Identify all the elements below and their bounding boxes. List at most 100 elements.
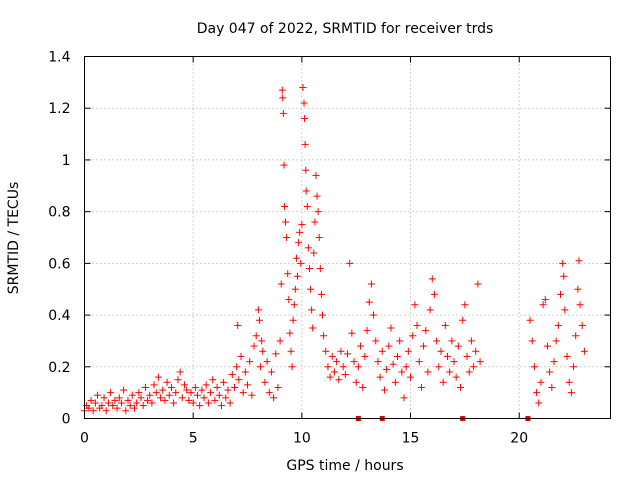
data-point [316, 265, 324, 273]
data-point [104, 399, 112, 407]
data-point [198, 386, 206, 394]
data-point [284, 270, 292, 278]
data-point [383, 365, 391, 373]
y-tick-label: 1.2 [48, 101, 70, 117]
data-point [476, 358, 484, 366]
x-tick-label: 20 [510, 431, 528, 447]
data-point [265, 389, 273, 397]
data-point [415, 358, 423, 366]
data-point [246, 358, 254, 366]
y-tick-label: 1.4 [48, 50, 70, 66]
data-point [430, 290, 438, 298]
data-point [174, 376, 182, 384]
data-point [328, 352, 336, 360]
x-tick-label: 15 [402, 431, 420, 447]
axis-ticks [84, 56, 611, 419]
data-point [137, 394, 145, 402]
data-point [561, 306, 569, 314]
data-point [317, 290, 325, 298]
data-point [391, 378, 399, 386]
data-point [292, 254, 300, 262]
data-point [126, 402, 134, 410]
data-point [339, 363, 347, 371]
data-point [91, 399, 99, 407]
data-point [209, 376, 217, 384]
data-point [346, 259, 354, 267]
data-point [278, 86, 286, 94]
data-point [122, 407, 130, 415]
data-point [279, 94, 287, 102]
data-point [437, 347, 445, 355]
data-point [557, 290, 565, 298]
data-point [313, 192, 321, 200]
data-point [417, 383, 425, 391]
data-point [314, 208, 322, 216]
data-point [102, 407, 110, 415]
data-point [187, 389, 195, 397]
data-point [454, 342, 462, 350]
data-point [107, 389, 115, 397]
data-point [85, 404, 93, 412]
data-point [87, 396, 95, 404]
data-point [554, 321, 562, 329]
data-point [259, 347, 267, 355]
data-point [172, 389, 180, 397]
data-point [276, 337, 284, 345]
data-point [163, 378, 171, 386]
data-point [330, 368, 338, 376]
data-point [178, 394, 186, 402]
data-point [420, 342, 428, 350]
data-point [183, 386, 191, 394]
data-point [308, 306, 316, 314]
data-point [535, 399, 543, 407]
data-point [426, 306, 434, 314]
data-point [560, 272, 568, 280]
data-point [130, 404, 138, 412]
data-point [393, 352, 401, 360]
data-point [354, 363, 362, 371]
data-point [402, 363, 410, 371]
data-point [546, 368, 554, 376]
data-point [211, 396, 219, 404]
data-point [189, 399, 197, 407]
data-point [563, 352, 571, 360]
data-point [272, 350, 280, 358]
y-tick-label: 0.2 [48, 360, 70, 376]
data-point [152, 389, 160, 397]
data-point [150, 381, 158, 389]
data-point [230, 383, 238, 391]
data-point [120, 386, 128, 394]
data-point [319, 311, 327, 319]
data-point [128, 391, 136, 399]
data-point [537, 378, 545, 386]
y-tick-label: 1 [62, 153, 71, 169]
data-point [407, 373, 415, 381]
y-tick-label: 0.6 [48, 256, 70, 272]
data-point [139, 402, 147, 410]
data-point [422, 327, 430, 335]
data-point [580, 347, 588, 355]
data-point [450, 358, 458, 366]
data-point [261, 378, 269, 386]
data-point [539, 301, 547, 309]
x-tick-label: 0 [80, 431, 89, 447]
data-point [435, 363, 443, 371]
data-point [396, 337, 404, 345]
data-point [541, 296, 549, 304]
data-point [185, 396, 193, 404]
data-point [291, 285, 299, 293]
data-point [304, 244, 312, 252]
data-point [463, 352, 471, 360]
data-point [404, 347, 412, 355]
data-point [176, 368, 184, 376]
data-series-srmtid [81, 84, 588, 415]
data-point [376, 373, 384, 381]
data-point [543, 342, 551, 350]
data-point [117, 399, 125, 407]
data-point [370, 311, 378, 319]
data-point [443, 352, 451, 360]
data-point [94, 391, 102, 399]
data-point [365, 298, 373, 306]
data-point [280, 161, 288, 169]
data-point [213, 383, 221, 391]
